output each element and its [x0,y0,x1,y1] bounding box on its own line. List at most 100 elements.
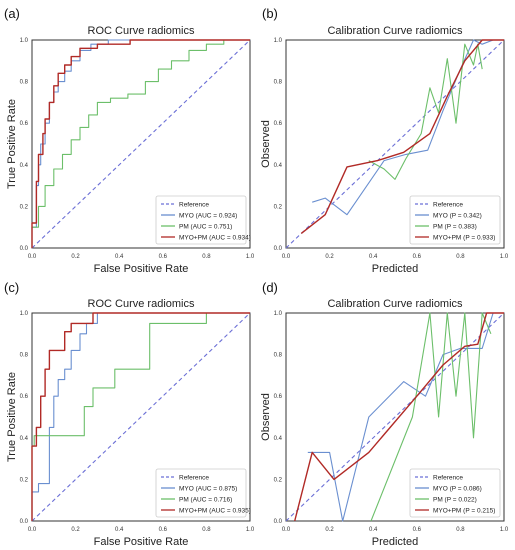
x-tick-label: 0.6 [159,254,168,260]
series-line-reference [31,312,251,522]
chart-title: Calibration Curve radiomics [327,25,463,37]
y-tick-label: 1.0 [274,38,283,44]
y-tick-label: 0.6 [274,394,283,400]
x-tick-label: 0.4 [369,527,378,533]
legend-entry: PM (AUC = 0.716) [179,497,232,504]
y-axis-label: True Positive Rate [6,372,18,462]
legend-entry: MYO+PM (AUC = 0.935) [179,508,251,515]
y-tick-label: 0.4 [20,436,29,442]
y-tick-label: 0.8 [274,353,283,359]
series-line-reference [31,39,251,249]
legend-box [409,195,501,245]
series-line-pm [368,43,483,180]
x-tick-label: 0.0 [28,527,37,533]
x-tick-label: 0.6 [413,527,422,533]
chart-title: Calibration Curve radiomics [327,298,463,310]
x-tick-label: 0.0 [282,254,291,260]
series-line-myo-pm [31,39,250,248]
chart-title: ROC Curve radiomics [88,298,195,310]
x-tick-label: 0.2 [71,527,80,533]
y-tick-label: 0.2 [20,477,29,483]
y-tick-label: 0.8 [20,353,29,359]
panel-label: (d) [262,280,278,295]
x-axis-label: Predicted [372,536,418,548]
x-tick-label: 0.2 [71,254,80,260]
y-tick-label: 0.6 [20,121,29,127]
x-tick-label: 0.8 [456,254,465,260]
x-tick-label: 1.0 [500,254,509,260]
x-tick-label: 1.0 [246,254,255,260]
series-line-myo [31,312,250,521]
legend-entry: Reference [179,202,209,209]
x-tick-label: 0.8 [456,527,465,533]
panel-label: (b) [262,6,278,21]
y-tick-label: 0.4 [20,163,29,169]
x-tick-label: 0.6 [159,527,168,533]
legend-entry: PM (AUC = 0.751) [179,224,232,231]
series-line-pm [31,39,250,248]
panel-label: (c) [4,280,19,295]
x-axis-label: False Positive Rate [94,536,189,548]
panel-b: (b) Calibration Curve radiomics 0.0 0.2 0.4 0… [260,6,509,275]
series-line-reference [285,312,505,522]
x-tick-label: 0.8 [202,254,211,260]
y-tick-label: 0.0 [20,246,29,252]
legend-entry: MYO (AUC = 0.875) [179,486,237,493]
y-tick-label: 0.8 [20,80,29,86]
y-tick-label: 0.8 [274,80,283,86]
y-tick-label: 0.0 [20,519,29,525]
panel-d: (d) Calibration Curve radiomics 0.0 0.2 0.4 0… [260,280,509,548]
y-tick-label: 0.4 [274,436,283,442]
legend-entry: MYO+PM (AUC = 0.934) [179,235,251,242]
x-tick-label: 0.2 [325,254,334,260]
x-tick-label: 0.4 [369,254,378,260]
legend-entry: MYO (AUC = 0.924) [179,213,237,220]
panel-a: (a) ROC Curve radiomics 0.0 0.2 0.4 0.6 0.8 1.0… [4,6,255,275]
y-tick-label: 0.6 [20,394,29,400]
y-tick-label: 0.0 [274,246,283,252]
series-line-reference [285,39,505,249]
chart-title: ROC Curve radiomics [88,25,195,37]
x-tick-label: 1.0 [246,527,255,533]
legend-entry: MYO+PM (P = 0.215) [433,508,495,515]
y-tick-label: 0.2 [20,204,29,210]
y-axis-label: True Positive Rate [6,99,18,189]
y-tick-label: 0.0 [274,519,283,525]
panel-c: (c) ROC Curve radiomics 0.0 0.2 0.4 0.6 0.8 1.0… [4,280,255,548]
series-line-myo-pm [300,39,504,234]
series-line-myo-pm [294,312,504,522]
legend-box [155,468,247,518]
legend-box [155,195,247,245]
x-tick-label: 0.0 [282,527,291,533]
x-tick-label: 0.4 [115,254,124,260]
y-tick-label: 1.0 [20,311,29,317]
legend-entry: Reference [433,475,463,482]
legend-entry: Reference [179,475,209,482]
series-line-pm [370,312,492,522]
legend-entry: MYO (P = 0.342) [433,213,482,220]
y-tick-label: 0.2 [274,204,283,210]
x-tick-label: 0.6 [413,254,422,260]
y-tick-label: 1.0 [274,311,283,317]
series-line-pm [31,312,250,521]
y-axis-label: Observed [260,393,272,441]
series-line-myo [307,312,504,522]
series-line-myo [312,39,504,216]
y-tick-label: 1.0 [20,38,29,44]
x-tick-label: 0.8 [202,527,211,533]
panel-label: (a) [4,6,20,21]
series-line-myo-pm [31,312,250,521]
legend-entry: Reference [433,202,463,209]
x-tick-label: 1.0 [500,527,509,533]
x-tick-label: 0.0 [28,254,37,260]
legend-entry: PM (P = 0.022) [433,497,477,504]
y-tick-label: 0.4 [274,163,283,169]
x-tick-label: 0.4 [115,527,124,533]
legend-entry: MYO+PM (P = 0.933) [433,235,495,242]
y-tick-label: 0.6 [274,121,283,127]
legend-entry: PM (P = 0.383) [433,224,477,231]
legend-box [409,468,501,518]
y-tick-label: 0.2 [274,477,283,483]
legend-entry: MYO (P = 0.086) [433,486,482,493]
